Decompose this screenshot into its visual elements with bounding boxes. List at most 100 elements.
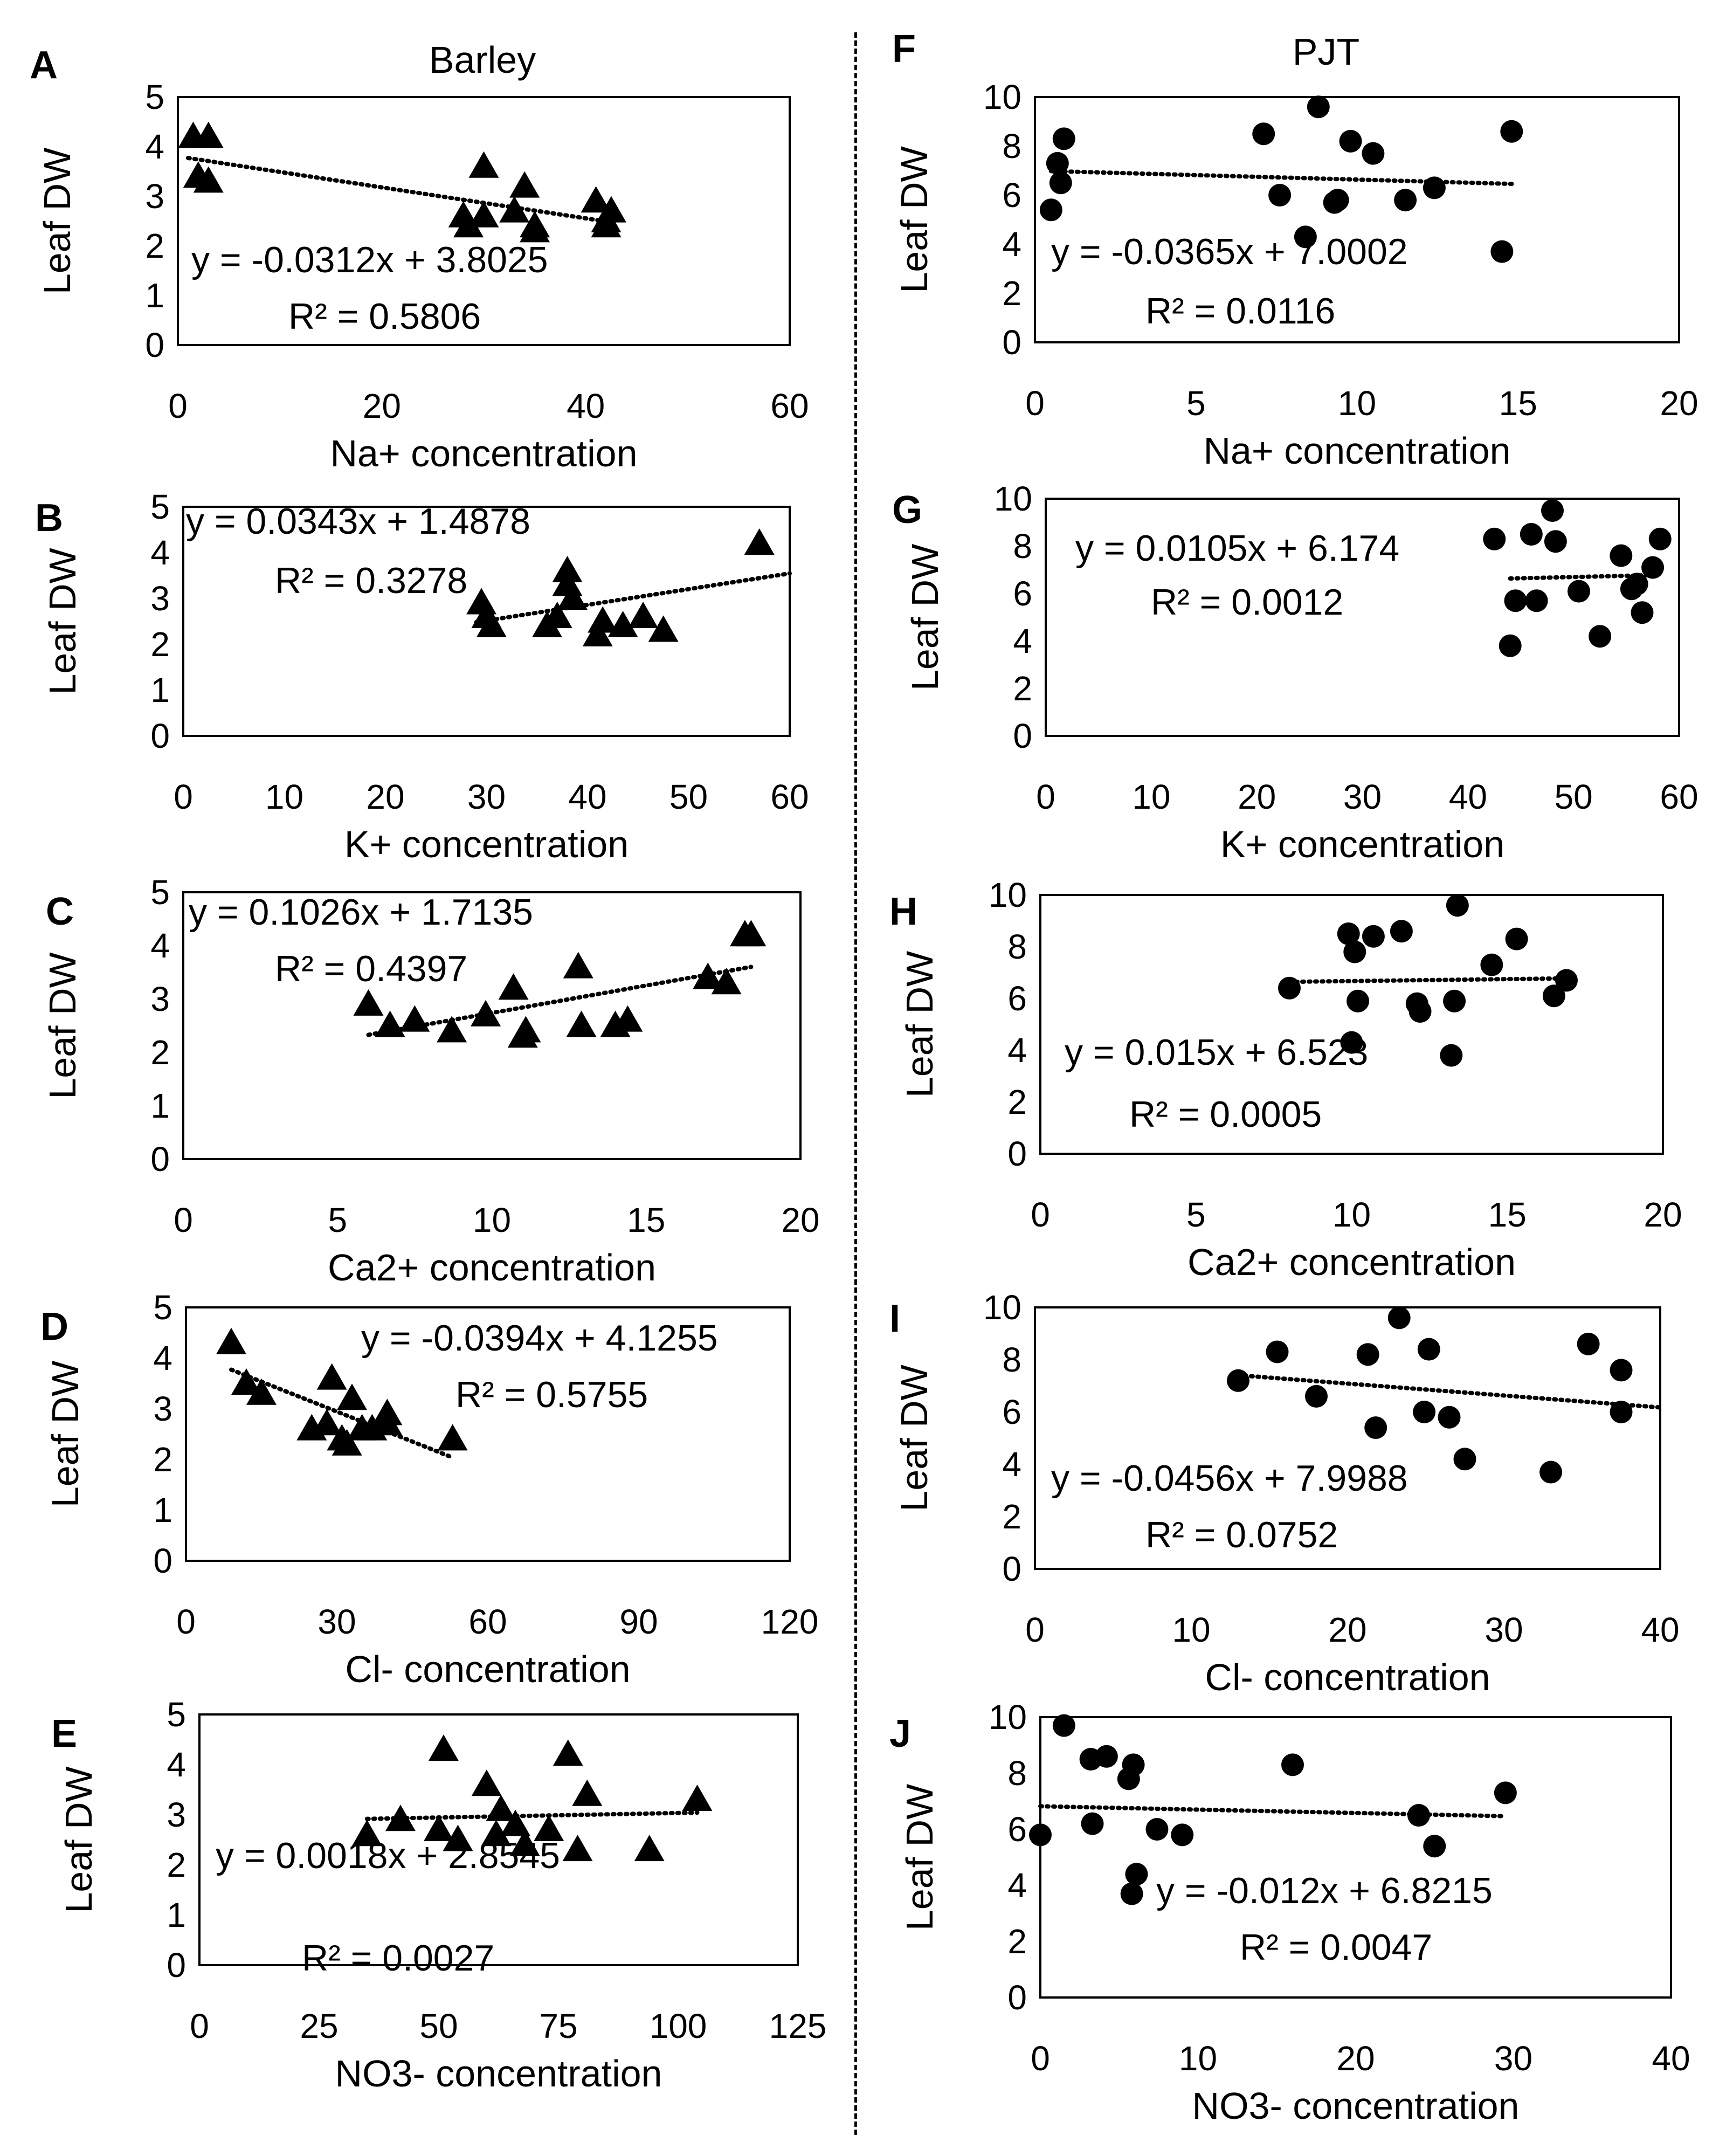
data-point-triangle bbox=[332, 1429, 362, 1456]
data-point-circle bbox=[1046, 151, 1069, 175]
x-tick-label: 50 bbox=[1555, 777, 1593, 816]
data-point-circle bbox=[1039, 198, 1062, 222]
x-tick-label: 50 bbox=[419, 2007, 458, 2045]
data-point-circle bbox=[1625, 573, 1648, 596]
r-squared: R² = 0.5806 bbox=[288, 296, 481, 337]
data-point-triangle bbox=[312, 1409, 342, 1436]
data-point-triangle bbox=[424, 1814, 454, 1841]
trendline bbox=[474, 571, 792, 624]
data-point-triangle bbox=[453, 211, 484, 238]
x-tick-label: 20 bbox=[1238, 777, 1276, 816]
y-tick-label: 2 bbox=[145, 226, 164, 265]
data-point-triangle bbox=[481, 1820, 512, 1847]
panel-letter: G bbox=[892, 488, 922, 532]
data-point-circle bbox=[1120, 1882, 1143, 1905]
data-point-triangle bbox=[520, 211, 550, 238]
y-tick-label: 4 bbox=[1002, 225, 1021, 264]
data-point-circle bbox=[1500, 120, 1523, 143]
regression-equation: y = 0.0343x + 1.4878 bbox=[186, 501, 530, 542]
data-point-circle bbox=[1125, 1863, 1148, 1886]
data-point-triangle bbox=[711, 968, 742, 995]
x-tick-label: 10 bbox=[1179, 2039, 1217, 2078]
y-tick-label: 2 bbox=[1002, 274, 1021, 313]
r-squared: R² = 0.3278 bbox=[275, 560, 467, 601]
y-tick-label: 10 bbox=[994, 479, 1032, 518]
data-point-circle bbox=[1490, 240, 1514, 263]
y-tick-label: 6 bbox=[1002, 1393, 1021, 1431]
data-point-triangle bbox=[468, 151, 499, 178]
y-tick-label: 8 bbox=[1002, 127, 1021, 166]
plot-frame bbox=[1039, 894, 1664, 1155]
data-point-triangle bbox=[509, 171, 540, 198]
data-point-triangle bbox=[682, 1785, 713, 1811]
y-tick-label: 5 bbox=[150, 873, 170, 912]
data-point-triangle bbox=[552, 556, 583, 582]
data-point-triangle bbox=[372, 1409, 403, 1436]
data-point-triangle bbox=[588, 606, 618, 633]
data-point-triangle bbox=[744, 528, 775, 555]
data-point-circle bbox=[1440, 1044, 1463, 1067]
column-divider bbox=[854, 32, 857, 2135]
x-tick-label: 100 bbox=[650, 2007, 707, 2045]
left-column-title: Barley bbox=[429, 39, 536, 81]
data-point-circle bbox=[1423, 176, 1446, 199]
y-tick-label: 4 bbox=[1007, 1866, 1027, 1905]
data-point-triangle bbox=[471, 1000, 501, 1027]
y-tick-label: 1 bbox=[145, 276, 164, 315]
trendline bbox=[1236, 1373, 1662, 1410]
data-point-circle bbox=[1480, 953, 1503, 976]
y-tick-label: 4 bbox=[1007, 1031, 1027, 1070]
y-tick-label: 5 bbox=[145, 78, 164, 116]
x-tick-label: 15 bbox=[1499, 384, 1537, 423]
x-tick-label: 0 bbox=[174, 777, 193, 816]
panel-letter: I bbox=[889, 1297, 900, 1340]
x-tick-label: 40 bbox=[1641, 1610, 1679, 1649]
data-point-circle bbox=[1347, 989, 1370, 1012]
data-point-circle bbox=[1294, 225, 1317, 249]
x-tick-label: 5 bbox=[1186, 1195, 1206, 1234]
x-tick-label: 10 bbox=[473, 1201, 511, 1239]
panel-letter: A bbox=[30, 44, 58, 87]
data-point-circle bbox=[1589, 625, 1612, 648]
x-tick-label: 15 bbox=[627, 1201, 665, 1239]
y-axis-label: Leaf DW bbox=[58, 1766, 100, 1913]
y-tick-label: 4 bbox=[1013, 622, 1032, 660]
data-point-triangle bbox=[553, 1739, 583, 1766]
x-tick-label: 75 bbox=[539, 2007, 577, 2045]
data-point-triangle bbox=[399, 1005, 430, 1032]
data-point-circle bbox=[1227, 1369, 1249, 1392]
data-point-triangle bbox=[648, 615, 679, 642]
y-axis-label: Leaf DW bbox=[36, 148, 78, 294]
data-point-circle bbox=[1525, 589, 1548, 612]
data-point-triangle bbox=[486, 1794, 516, 1821]
data-point-triangle bbox=[534, 1814, 564, 1841]
data-point-circle bbox=[1541, 499, 1564, 522]
x-tick-label: 20 bbox=[366, 777, 404, 816]
x-tick-label: 30 bbox=[467, 777, 506, 816]
data-point-triangle bbox=[443, 1824, 473, 1851]
data-point-circle bbox=[1409, 1000, 1432, 1023]
data-point-circle bbox=[1356, 1343, 1379, 1366]
trendline bbox=[1287, 976, 1572, 984]
data-point-circle bbox=[1343, 940, 1366, 963]
data-point-triangle bbox=[375, 1010, 405, 1037]
x-axis-label: Ca2+ concentration bbox=[328, 1246, 656, 1289]
y-tick-label: 4 bbox=[150, 533, 170, 572]
y-axis-label: Leaf DW bbox=[42, 548, 84, 694]
data-point-circle bbox=[1423, 1835, 1446, 1858]
data-point-circle bbox=[1504, 589, 1527, 612]
data-point-circle bbox=[1281, 1753, 1304, 1776]
x-tick-label: 40 bbox=[568, 777, 606, 816]
y-tick-label: 1 bbox=[150, 671, 170, 710]
data-point-circle bbox=[1539, 1461, 1562, 1484]
data-point-circle bbox=[1305, 1384, 1328, 1408]
data-point-circle bbox=[1052, 127, 1075, 150]
panel-i: I 0 2 4 6 8 10 0 10 20 30 40 Leaf DW Cl- concentratio… bbox=[889, 1288, 1680, 1698]
x-tick-label: 20 bbox=[1660, 384, 1698, 423]
data-point-triangle bbox=[316, 1363, 347, 1390]
y-tick-label: 8 bbox=[1007, 927, 1027, 966]
y-tick-label: 0 bbox=[1013, 717, 1032, 755]
y-tick-label: 3 bbox=[145, 177, 164, 216]
data-point-triangle bbox=[466, 588, 497, 615]
